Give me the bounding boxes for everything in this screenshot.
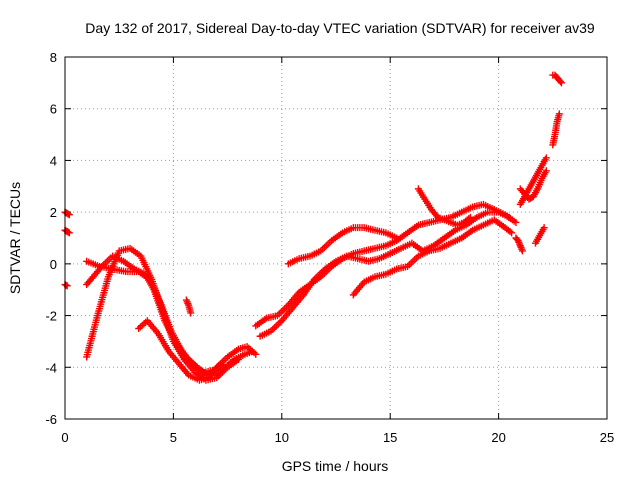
x-tick-label: 20 [491, 430, 505, 445]
data-point [557, 79, 565, 87]
x-tick-label: 15 [383, 430, 397, 445]
data-point-interp [506, 228, 514, 236]
series-arc-7 [135, 317, 260, 384]
data-point [65, 229, 73, 237]
y-tick-label: 2 [50, 205, 57, 220]
series-arc-14 [512, 234, 526, 255]
data-points [61, 71, 565, 384]
series-arc-16 [516, 167, 550, 203]
data-point [393, 234, 401, 242]
axis-ticks: 0 5 10 15 20 25 -6 -4 -2 0 2 4 6 8 [45, 50, 614, 445]
series-arc-13 [414, 185, 474, 229]
x-tick-label: 0 [61, 430, 68, 445]
data-point [555, 110, 563, 118]
x-tick-label: 5 [170, 430, 177, 445]
series-arc-2 [61, 226, 73, 237]
series-arc-17 [531, 224, 548, 247]
data-point [187, 309, 195, 317]
data-point [512, 218, 520, 226]
data-point-interp [465, 215, 473, 223]
data-point [518, 247, 526, 255]
data-point [252, 350, 260, 358]
chart-title: Day 132 of 2017, Sidereal Day-to-day VTE… [85, 20, 595, 36]
series-arc-6 [83, 257, 227, 376]
series-arc-12 [349, 216, 516, 299]
y-tick-label: 6 [50, 102, 57, 117]
series-arc-8 [182, 296, 195, 317]
data-point [540, 224, 548, 232]
data-point [466, 213, 474, 221]
series-arc-1 [61, 208, 73, 219]
x-axis-label: GPS time / hours [282, 458, 389, 474]
data-point [542, 167, 550, 175]
data-point-interp [556, 78, 564, 86]
data-point [65, 211, 73, 219]
data-point [505, 213, 513, 221]
y-tick-label: 0 [50, 257, 57, 272]
y-tick-label: 4 [50, 153, 57, 168]
data-point [234, 356, 242, 364]
y-tick-label: -6 [45, 412, 57, 427]
y-axis-label: SDTVAR / TECUs [7, 182, 23, 294]
series-arc-11 [284, 224, 401, 268]
data-point [542, 154, 550, 162]
x-tick-label: 25 [600, 430, 614, 445]
y-tick-label: -2 [45, 309, 57, 324]
series-arc-18 [549, 110, 563, 149]
series-arc-19 [549, 71, 565, 87]
y-tick-label: 8 [50, 50, 57, 65]
series-arc-10 [256, 208, 513, 340]
plot-frame [64, 56, 608, 420]
x-tick-label: 10 [275, 430, 289, 445]
series-arc-3 [61, 281, 71, 290]
data-point [508, 229, 516, 237]
y-tick-label: -4 [45, 360, 57, 375]
